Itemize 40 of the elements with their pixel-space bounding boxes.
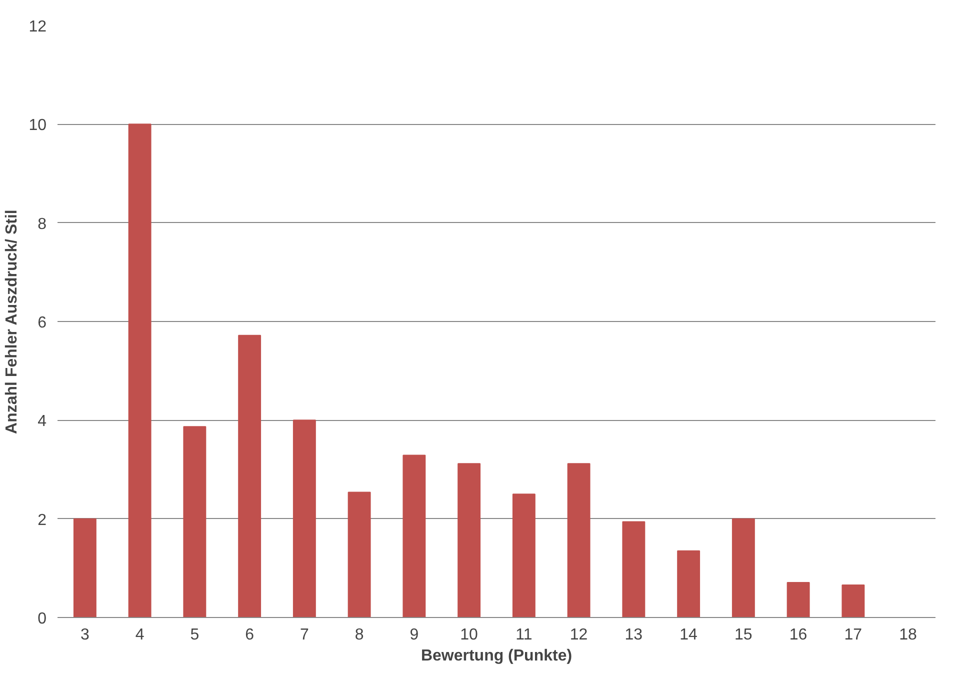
- x-tick-label: 8: [354, 626, 364, 644]
- y-tick-label: 2: [38, 512, 47, 529]
- x-tick-label: 16: [789, 626, 808, 644]
- bar: [128, 124, 152, 618]
- x-tick-label: 6: [245, 626, 254, 644]
- y-tick-label: 4: [38, 413, 47, 430]
- bar: [458, 463, 481, 618]
- x-tick-label: 12: [570, 626, 588, 644]
- y-tick-label: 12: [28, 18, 47, 36]
- x-tick-label: 14: [680, 626, 698, 644]
- x-tick-label: 18: [899, 626, 918, 644]
- bar: [183, 426, 206, 618]
- bar: [732, 518, 755, 618]
- x-tick-label: 7: [300, 626, 309, 644]
- bar: [622, 521, 646, 618]
- x-tick-label: 4: [135, 626, 144, 644]
- x-tick-label: 15: [734, 626, 752, 644]
- y-tick-label: 6: [38, 314, 47, 332]
- x-tick-label: 17: [844, 626, 862, 644]
- y-axis-title: Anzahl Fehler Auszdruck/ Stil: [4, 210, 21, 434]
- y-tick-label: 10: [28, 117, 47, 134]
- x-tick-label: 13: [624, 626, 643, 644]
- x-tick-label: 11: [516, 626, 532, 644]
- x-tick-label: 9: [410, 626, 419, 644]
- x-tick-label: 5: [190, 626, 200, 644]
- bar: [402, 454, 426, 618]
- x-tick-label: 10: [460, 626, 478, 644]
- bar: [842, 584, 865, 618]
- x-tick-label: 3: [80, 626, 90, 644]
- bar: [238, 334, 262, 618]
- y-tick-label: 0: [38, 610, 47, 628]
- x-axis-title: Bewertung (Punkte): [420, 648, 572, 664]
- bar: [73, 518, 96, 618]
- bar: [786, 582, 810, 618]
- bar: [567, 463, 590, 618]
- bar: [292, 420, 316, 618]
- bar: [512, 494, 536, 618]
- y-tick-label: 8: [38, 216, 47, 233]
- bar: [677, 550, 700, 618]
- bar: [348, 492, 371, 618]
